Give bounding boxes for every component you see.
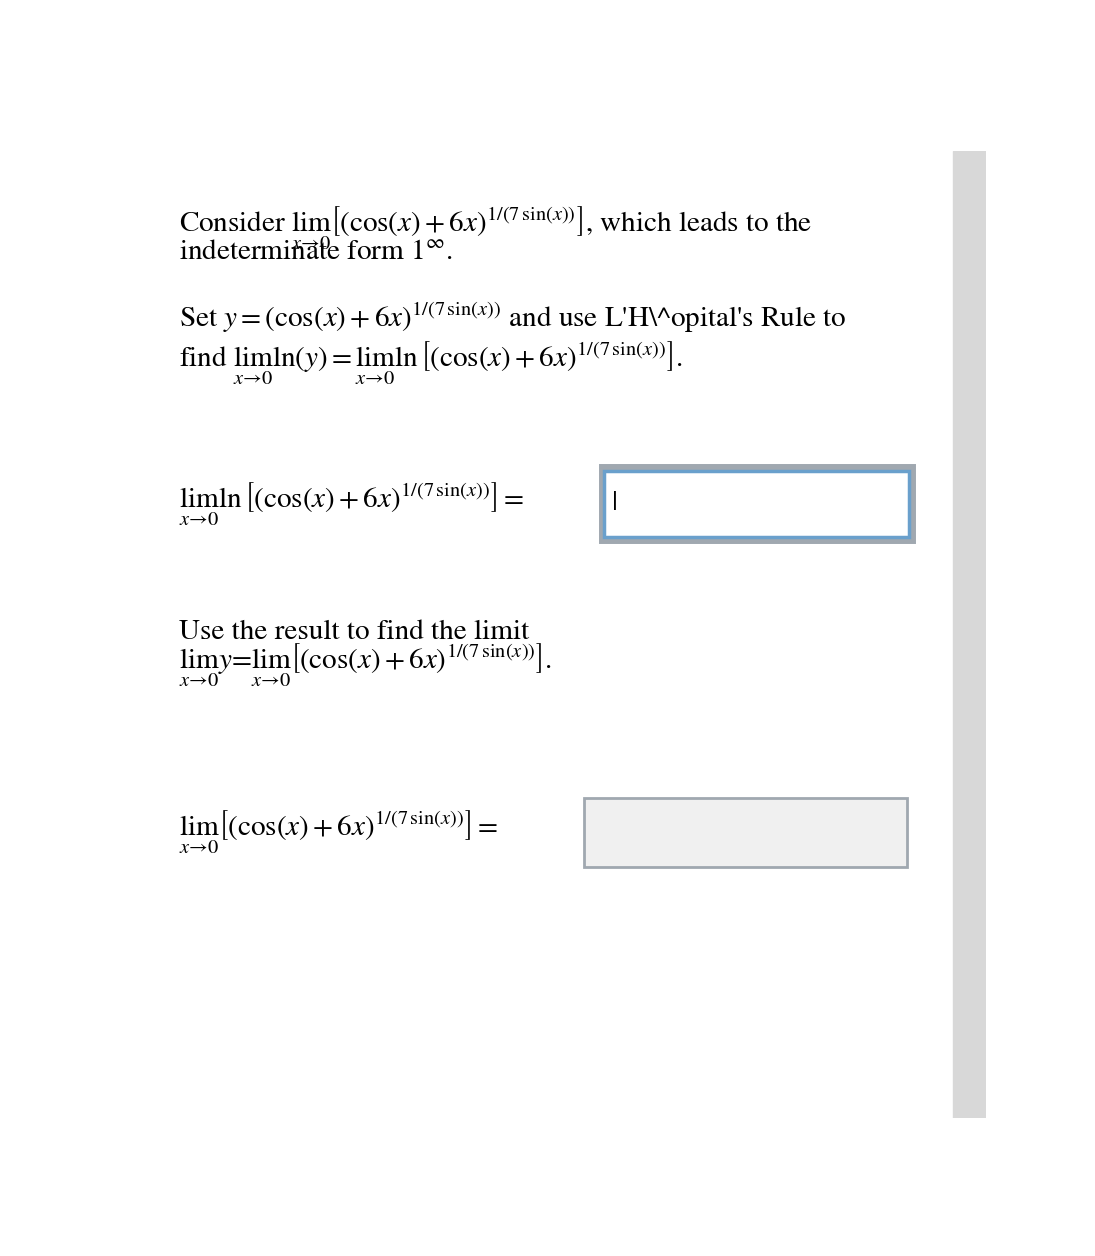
Text: $\lim_{x\to 0}\left[(\cos(x) + 6x)^{1/(7\,\sin(x))}\right] =$: $\lim_{x\to 0}\left[(\cos(x) + 6x)^{1/(7… — [180, 809, 498, 857]
Text: Consider $\lim_{x\to 0}\left[(\cos(x) + 6x)^{1/(7\,\sin(x))}\right]$, which lead: Consider $\lim_{x\to 0}\left[(\cos(x) + … — [180, 203, 812, 251]
Text: |: | — [612, 491, 618, 516]
Text: indeterminate form $1^{\infty}$.: indeterminate form $1^{\infty}$. — [180, 240, 453, 265]
Text: Set $y = (\cos(x) + 6x)^{1/(7\,\sin(x))}$ and use L'H\^opital's Rule to: Set $y = (\cos(x) + 6x)^{1/(7\,\sin(x))}… — [180, 300, 846, 335]
Text: find $\lim_{x\to 0}\ln(y) = \lim_{x\to 0}\ln\left[(\cos(x) + 6x)^{1/(7\,\sin(x)): find $\lim_{x\to 0}\ln(y) = \lim_{x\to 0… — [180, 339, 683, 387]
Bar — [604, 471, 909, 536]
Bar — [584, 798, 907, 868]
Text: $\lim_{x\to 0}\ln\left[(\cos(x) + 6x)^{1/(7\,\sin(x))}\right] =$: $\lim_{x\to 0}\ln\left[(\cos(x) + 6x)^{1… — [180, 480, 525, 528]
Text: Use the result to find the limit: Use the result to find the limit — [180, 619, 530, 644]
Text: $\lim_{x\to 0} y = \lim_{x\to 0}\left[(\cos(x) + 6x)^{1/(7\,\sin(x))}\right]$.: $\lim_{x\to 0} y = \lim_{x\to 0}\left[(\… — [180, 642, 553, 690]
Bar — [602, 467, 912, 540]
Bar — [954, 151, 986, 1118]
